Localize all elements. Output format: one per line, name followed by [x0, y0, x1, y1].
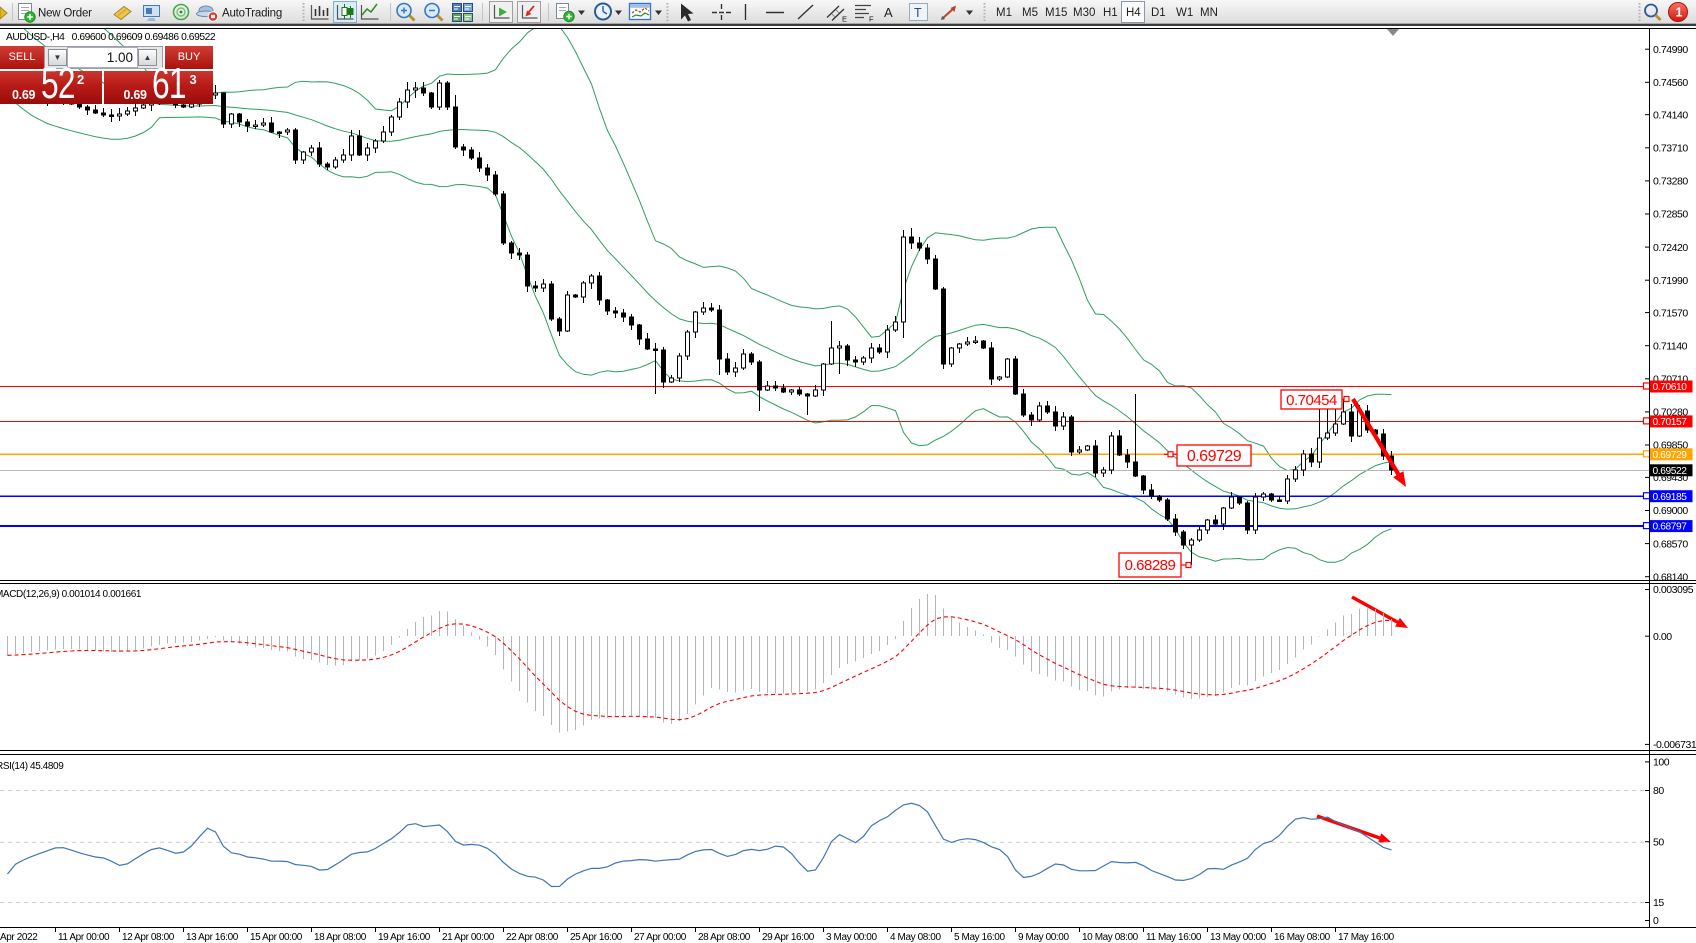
svg-text:0.70157: 0.70157 [1653, 417, 1688, 428]
svg-text:13 May 00:00: 13 May 00:00 [1210, 932, 1267, 943]
svg-text:21 Apr 00:00: 21 Apr 00:00 [442, 932, 495, 943]
svg-text:0.73280: 0.73280 [1653, 176, 1688, 188]
svg-text:28 Apr 08:00: 28 Apr 08:00 [698, 932, 751, 943]
svg-text:MACD(12,26,9) 0.001014 0.00166: MACD(12,26,9) 0.001014 0.001661 [0, 589, 142, 600]
svg-text:0.68570: 0.68570 [1653, 538, 1688, 550]
svg-text:13 Apr 16:00: 13 Apr 16:00 [186, 932, 239, 943]
svg-text:0.71570: 0.71570 [1653, 307, 1688, 319]
svg-text:-0.006731: -0.006731 [1653, 739, 1696, 751]
svg-text:17 May 16:00: 17 May 16:00 [1338, 932, 1395, 943]
svg-text:T: T [914, 6, 922, 20]
svg-text:0.69729: 0.69729 [1653, 450, 1688, 461]
svg-text:0.70454: 0.70454 [1286, 392, 1337, 409]
svg-text:0.72850: 0.72850 [1653, 209, 1688, 221]
svg-text:0.74990: 0.74990 [1653, 44, 1688, 56]
svg-text:4 May 08:00: 4 May 08:00 [890, 932, 941, 943]
svg-text:0.69000: 0.69000 [1653, 505, 1688, 517]
svg-text:M5: M5 [1022, 7, 1038, 19]
svg-text:0.74140: 0.74140 [1653, 109, 1688, 121]
svg-text:M1: M1 [996, 7, 1012, 19]
svg-text:16 May 08:00: 16 May 08:00 [1274, 932, 1331, 943]
svg-text:New Order: New Order [38, 8, 92, 20]
svg-text:AutoTrading: AutoTrading [222, 8, 282, 20]
svg-text:0.68140: 0.68140 [1653, 571, 1688, 583]
svg-text:M30: M30 [1073, 7, 1095, 19]
svg-text:50: 50 [1653, 836, 1664, 848]
svg-text:0.68797: 0.68797 [1653, 522, 1688, 533]
svg-text:0.72420: 0.72420 [1653, 242, 1688, 254]
svg-text:A: A [884, 5, 893, 20]
svg-text:RSI(14) 45.4809: RSI(14) 45.4809 [0, 761, 64, 772]
svg-text:E: E [842, 15, 847, 24]
svg-text:0.70610: 0.70610 [1653, 382, 1688, 393]
svg-text:25 Apr 16:00: 25 Apr 16:00 [570, 932, 623, 943]
svg-text:10 May 08:00: 10 May 08:00 [1082, 932, 1139, 943]
svg-text:MN: MN [1200, 7, 1218, 19]
svg-text:M15: M15 [1045, 7, 1067, 19]
svg-text:19 Apr 16:00: 19 Apr 16:00 [378, 932, 431, 943]
svg-text:8 Apr 2022: 8 Apr 2022 [0, 932, 38, 943]
svg-text:15 Apr 00:00: 15 Apr 00:00 [250, 932, 303, 943]
svg-text:100: 100 [1653, 757, 1670, 769]
svg-text:5 May 16:00: 5 May 16:00 [954, 932, 1005, 943]
svg-text:0.69522: 0.69522 [1653, 466, 1688, 477]
svg-text:0.68289: 0.68289 [1125, 557, 1176, 574]
svg-text:D1: D1 [1151, 7, 1166, 19]
svg-text:0.69185: 0.69185 [1653, 492, 1688, 503]
svg-text:H1: H1 [1103, 7, 1118, 19]
svg-text:3 May 00:00: 3 May 00:00 [826, 932, 877, 943]
svg-text:27 Apr 00:00: 27 Apr 00:00 [634, 932, 687, 943]
svg-text:12 Apr 08:00: 12 Apr 08:00 [122, 932, 175, 943]
svg-text:9 May 00:00: 9 May 00:00 [1018, 932, 1069, 943]
svg-text:22 Apr 08:00: 22 Apr 08:00 [506, 932, 559, 943]
svg-text:H4: H4 [1126, 7, 1141, 19]
svg-text:0.71990: 0.71990 [1653, 275, 1688, 287]
svg-text:W1: W1 [1176, 7, 1193, 19]
svg-text:0.71140: 0.71140 [1653, 340, 1688, 352]
svg-text:1: 1 [1676, 6, 1683, 20]
svg-text:11 May 16:00: 11 May 16:00 [1146, 932, 1202, 943]
svg-text:29 Apr 16:00: 29 Apr 16:00 [762, 932, 815, 943]
svg-text:0.003095: 0.003095 [1653, 584, 1694, 596]
svg-text:80: 80 [1653, 785, 1664, 797]
svg-text:0.73710: 0.73710 [1653, 143, 1688, 155]
svg-text:F: F [869, 15, 874, 24]
svg-text:AUDUSD-,H4 0.69600 0.69609 0: AUDUSD-,H4 0.69600 0.69609 0.69486 0.695… [6, 32, 216, 43]
svg-text:15: 15 [1653, 897, 1664, 909]
svg-text:0.00: 0.00 [1653, 631, 1672, 643]
svg-text:0.74560: 0.74560 [1653, 77, 1688, 89]
svg-text:18 Apr 08:00: 18 Apr 08:00 [314, 932, 367, 943]
svg-text:0: 0 [1653, 915, 1659, 927]
svg-text:0.69729: 0.69729 [1187, 448, 1242, 465]
svg-text:11 Apr 00:00: 11 Apr 00:00 [58, 932, 110, 943]
